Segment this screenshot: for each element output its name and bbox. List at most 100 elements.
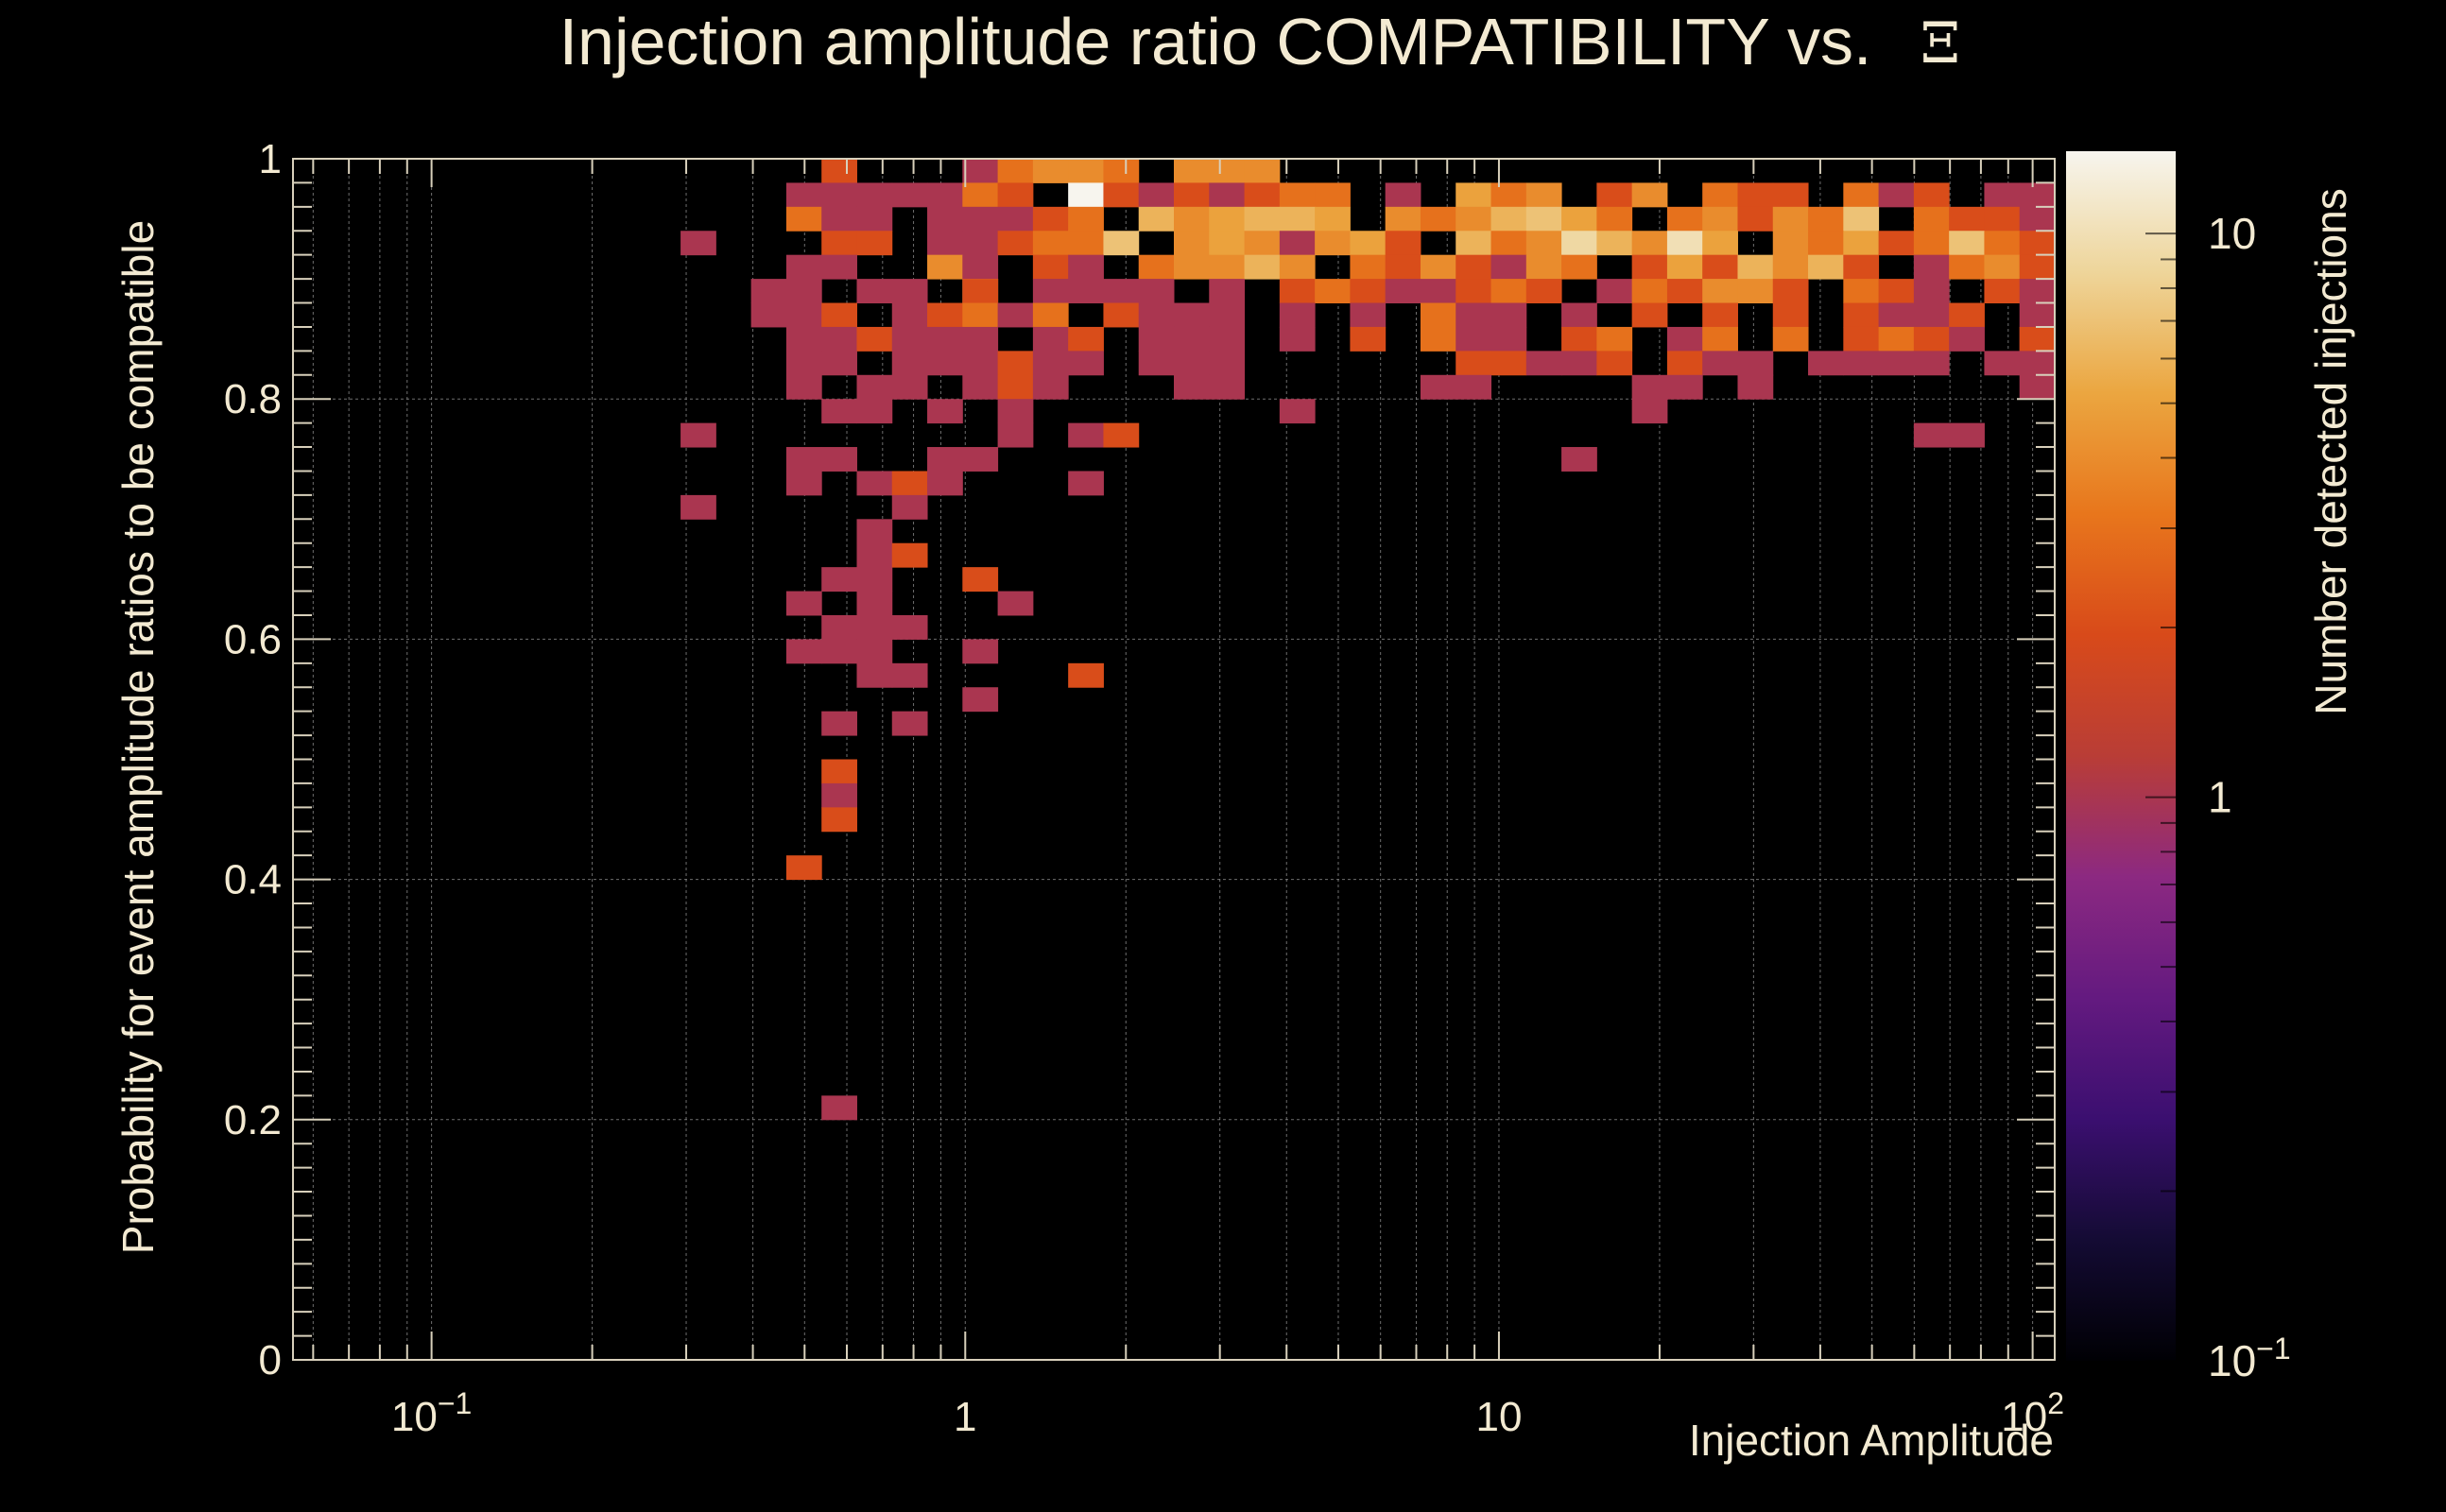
heatmap-cell xyxy=(962,639,999,664)
heatmap-cell xyxy=(1878,326,1915,352)
heatmap-cell xyxy=(1244,254,1281,280)
heatmap-cell xyxy=(1456,182,1492,208)
heatmap-cell xyxy=(927,206,963,232)
heatmap-cell xyxy=(1490,302,1527,328)
heatmap-cell xyxy=(1913,182,1950,208)
heatmap-cell xyxy=(1420,302,1456,328)
heatmap-cell xyxy=(856,519,893,544)
heatmap-cell xyxy=(1315,182,1351,208)
heatmap-cell xyxy=(1350,326,1387,352)
heatmap-cell xyxy=(856,567,893,593)
heatmap-cell xyxy=(1843,302,1880,328)
heatmap-cell xyxy=(1032,206,1069,232)
heatmap-cell xyxy=(891,542,928,568)
heatmap-cell xyxy=(1878,182,1915,208)
heatmap-cell xyxy=(1490,351,1527,376)
heatmap-cell xyxy=(821,206,857,232)
heatmap-cell xyxy=(1525,231,1562,256)
heatmap-cell xyxy=(1209,351,1246,376)
heatmap-cell xyxy=(962,182,999,208)
heatmap-cell xyxy=(856,614,893,640)
heatmap-cell xyxy=(785,254,822,280)
heatmap-cell xyxy=(1420,374,1456,400)
heatmap-cell xyxy=(1561,351,1597,376)
heatmap-cell xyxy=(997,182,1034,208)
heatmap-cell xyxy=(927,447,963,472)
heatmap-cell xyxy=(1174,254,1210,280)
heatmap-cell xyxy=(1209,159,1246,183)
heatmap-cell xyxy=(962,351,999,376)
x-tick-label: 1 xyxy=(954,1394,976,1440)
heatmap-cell xyxy=(927,302,963,328)
x-tick-label: 10−1 xyxy=(391,1386,472,1440)
heatmap-cell xyxy=(927,254,963,280)
heatmap-cell xyxy=(1984,254,2021,280)
heatmap-cell xyxy=(821,639,857,664)
heatmap-cell xyxy=(1456,351,1492,376)
heatmap-cell xyxy=(1561,302,1597,328)
heatmap-cell xyxy=(1385,182,1421,208)
heatmap-cell xyxy=(2019,351,2056,376)
heatmap-cell xyxy=(962,159,999,183)
heatmap-cell xyxy=(1174,231,1210,256)
heatmap-cell xyxy=(1068,351,1104,376)
heatmap-cell xyxy=(856,662,893,688)
heatmap-cell xyxy=(1596,351,1633,376)
heatmap-cell xyxy=(1561,326,1597,352)
heatmap-cell xyxy=(1490,326,1527,352)
heatmap-cell xyxy=(856,182,893,208)
heatmap-cell xyxy=(1490,206,1527,232)
heatmap-cell xyxy=(1068,206,1104,232)
chart-title-symbol: Ξ xyxy=(1921,10,1960,77)
heatmap-cell xyxy=(997,399,1034,424)
heatmap-cell xyxy=(927,471,963,496)
heatmap-cell xyxy=(1103,182,1140,208)
y-tick-label: 0 xyxy=(259,1337,282,1383)
heatmap-cell xyxy=(1385,279,1421,304)
heatmap-cell xyxy=(1138,351,1175,376)
heatmap-cell xyxy=(891,374,928,400)
heatmap-cell xyxy=(1103,159,1140,183)
heatmap-cell xyxy=(785,855,822,881)
heatmap-cell xyxy=(1666,206,1703,232)
y-axis-label: Probability for event amplitude ratios t… xyxy=(113,220,163,1254)
heatmap-cell xyxy=(821,254,857,280)
heatmap-cell xyxy=(1420,254,1456,280)
heatmap-cell xyxy=(2019,302,2056,328)
heatmap-cell xyxy=(1174,374,1210,400)
heatmap-cell xyxy=(1949,254,1985,280)
heatmap-cell xyxy=(962,374,999,400)
heatmap-cell xyxy=(821,567,857,593)
heatmap-cell xyxy=(856,399,893,424)
heatmap-cell xyxy=(891,279,928,304)
heatmap-cell xyxy=(1350,231,1387,256)
heatmap-cell xyxy=(1631,279,1668,304)
heatmap-cell xyxy=(1456,374,1492,400)
heatmap-cell xyxy=(1666,254,1703,280)
heatmap-cell xyxy=(1984,182,2021,208)
heatmap-cell xyxy=(1631,254,1668,280)
heatmap-cell xyxy=(785,206,822,232)
heatmap-cell xyxy=(785,374,822,400)
heatmap-cell xyxy=(1772,182,1809,208)
heatmap-cell xyxy=(1068,231,1104,256)
heatmap-cell xyxy=(1490,231,1527,256)
heatmap-cell xyxy=(1138,182,1175,208)
heatmap-cell xyxy=(821,711,857,736)
heatmap-cell xyxy=(1138,254,1175,280)
heatmap-cell xyxy=(821,782,857,808)
heatmap-cell xyxy=(1420,326,1456,352)
heatmap-cell xyxy=(1843,231,1880,256)
heatmap-cell xyxy=(1843,279,1880,304)
heatmap-cell xyxy=(821,302,857,328)
heatmap-cell xyxy=(1032,254,1069,280)
heatmap-cell xyxy=(1209,206,1246,232)
heatmap-cell xyxy=(1103,279,1140,304)
x-tick-label: 10 xyxy=(1475,1394,1522,1440)
heatmap-cell xyxy=(1702,231,1738,256)
heatmap-cell xyxy=(997,159,1034,183)
heatmap-cell xyxy=(962,687,999,713)
heatmap-cell xyxy=(785,591,822,616)
heatmap-cell xyxy=(1174,159,1210,183)
heatmap-cell xyxy=(1772,231,1809,256)
